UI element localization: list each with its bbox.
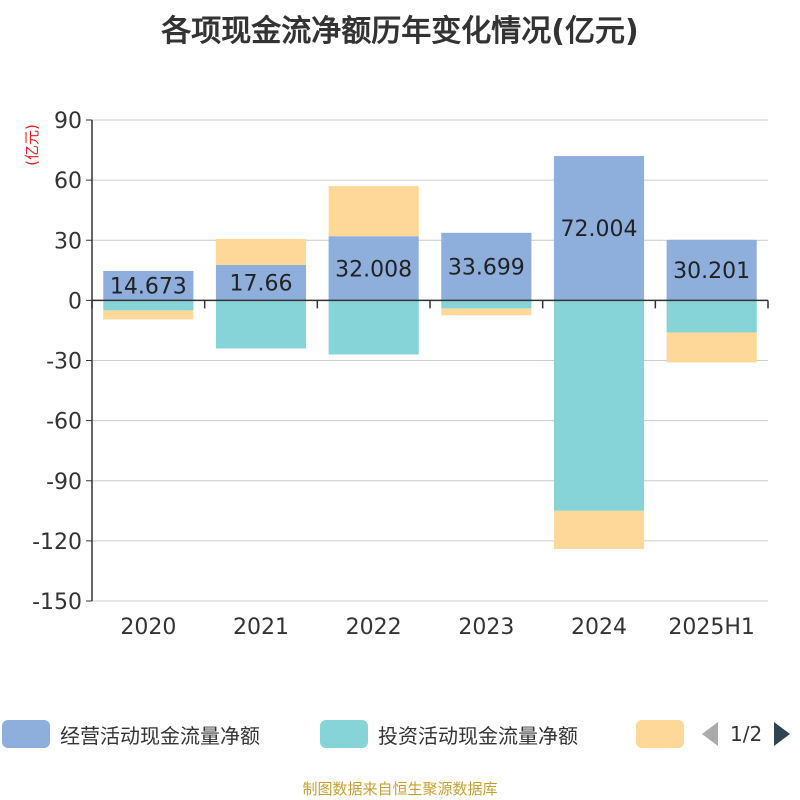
bar-series2-2025H1 bbox=[666, 300, 757, 333]
y-tick-label: -150 bbox=[32, 590, 82, 615]
chart-title: 各项现金流净额历年变化情况(亿元) bbox=[161, 14, 639, 49]
x-tick-label: 2024 bbox=[571, 615, 627, 640]
data-label-2022: 32.008 bbox=[335, 257, 412, 282]
legend-page-indicator: 1/2 bbox=[730, 722, 763, 746]
legend-pager: 1/2 bbox=[700, 716, 792, 752]
x-tick-label: 2025H1 bbox=[668, 615, 755, 640]
legend-prev-page-icon[interactable] bbox=[700, 720, 720, 748]
bar-series3-2024 bbox=[553, 510, 645, 549]
x-tick-label: 2020 bbox=[120, 615, 176, 640]
x-tick-label: 2022 bbox=[346, 615, 402, 640]
legend-item-operating[interactable]: 经营活动现金流量净额 bbox=[2, 716, 260, 752]
y-tick-label: -90 bbox=[46, 470, 82, 495]
bar-series1-2024 bbox=[553, 156, 645, 301]
bar-series3-2023 bbox=[441, 308, 532, 316]
y-tick-label: 60 bbox=[54, 169, 82, 194]
bar-series1-2023 bbox=[441, 232, 532, 301]
legend-label-investing: 投资活动现金流量净额 bbox=[378, 723, 578, 748]
bar-series1-2025H1 bbox=[666, 239, 757, 301]
bar-series1-2022 bbox=[328, 236, 419, 301]
legend-swatch-investing bbox=[320, 720, 368, 748]
bar-series2-2020 bbox=[103, 300, 194, 311]
legend-next-page-icon[interactable] bbox=[772, 720, 792, 748]
bar-series3-2022 bbox=[328, 186, 419, 237]
x-tick-label: 2021 bbox=[233, 615, 289, 640]
bar-series3-2020 bbox=[103, 310, 194, 320]
legend-swatch-financing bbox=[636, 720, 684, 748]
x-tick-label: 2023 bbox=[458, 615, 514, 640]
bar-series3-2025H1 bbox=[666, 332, 757, 363]
bar-series1-2020 bbox=[103, 270, 194, 301]
legend: 经营活动现金流量净额 投资活动现金流量净额 1/2 bbox=[0, 716, 800, 752]
y-tick-label: -30 bbox=[46, 350, 82, 375]
y-tick-label: 0 bbox=[68, 289, 82, 314]
bar-series2-2021 bbox=[215, 300, 307, 349]
y-tick-label: -60 bbox=[46, 410, 82, 435]
data-source-note: 制图数据来自恒生聚源数据库 bbox=[302, 780, 498, 798]
bar-series1-2021 bbox=[215, 264, 307, 301]
data-label-2024: 72.004 bbox=[561, 217, 638, 242]
data-label-2023: 33.699 bbox=[448, 256, 525, 281]
legend-item-investing[interactable]: 投资活动现金流量净额 bbox=[320, 716, 578, 752]
legend-label-operating: 经营活动现金流量净额 bbox=[60, 723, 260, 748]
data-label-2020: 14.673 bbox=[110, 275, 187, 300]
bar-series3-2021 bbox=[215, 238, 307, 265]
bar-series2-2024 bbox=[553, 300, 645, 511]
legend-swatch-operating bbox=[2, 720, 50, 748]
y-tick-label: 30 bbox=[54, 229, 82, 254]
y-axis-label: (亿元) bbox=[23, 124, 41, 166]
data-label-2025H1: 30.201 bbox=[673, 259, 750, 284]
y-tick-label: 90 bbox=[54, 109, 82, 134]
data-label-2021: 17.66 bbox=[230, 272, 293, 297]
bar-series2-2023 bbox=[441, 300, 532, 309]
bar-series2-2022 bbox=[328, 300, 419, 355]
y-tick-label: -120 bbox=[32, 530, 82, 555]
legend-item-financing[interactable] bbox=[636, 716, 684, 752]
